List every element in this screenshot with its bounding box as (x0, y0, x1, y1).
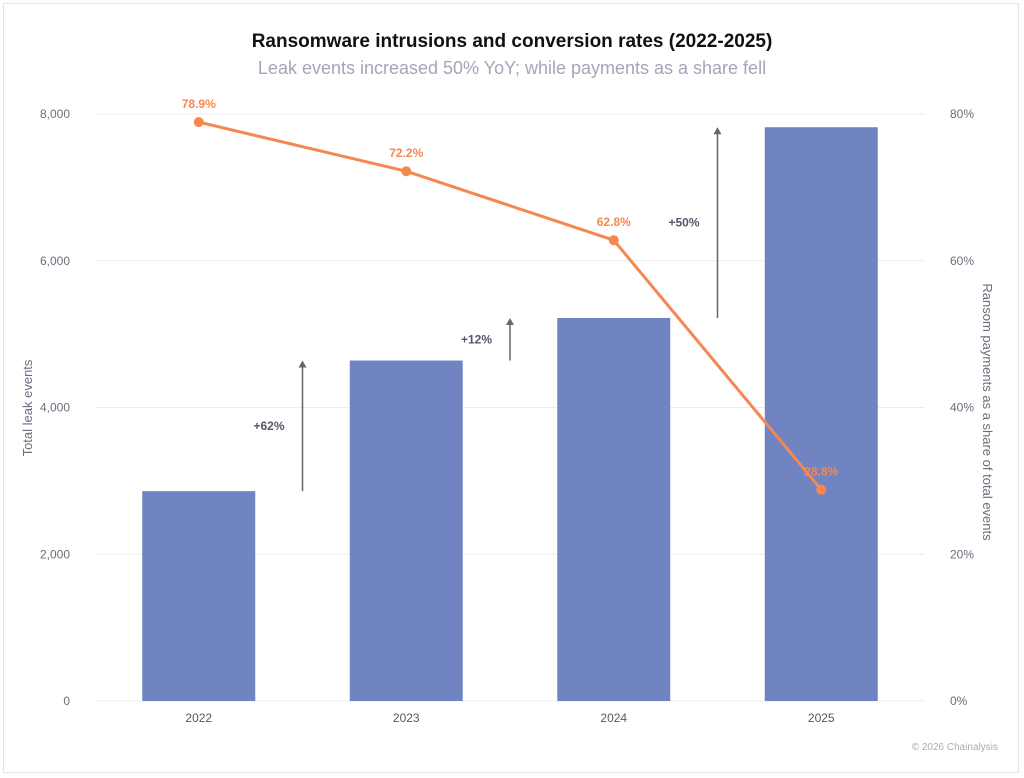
bar-2024 (557, 317, 671, 701)
right-tick-label: 60% (950, 254, 974, 268)
right-tick-label: 40% (950, 401, 974, 415)
line-data-label: 72.2% (389, 146, 423, 160)
growth-label: +50% (668, 216, 699, 230)
left-axis-label: Total leak events (20, 359, 35, 456)
line-point-2024 (608, 235, 619, 246)
line-data-label: 78.9% (182, 97, 216, 111)
x-tick-label: 2023 (393, 711, 420, 725)
line-data-label: 28.8% (804, 465, 838, 479)
left-tick-label: 6,000 (40, 254, 70, 268)
chart-subtitle: Leak events increased 50% YoY; while pay… (257, 58, 767, 78)
growth-arrow-head (506, 317, 514, 325)
right-axis-label: Ransom payments as a share of total even… (980, 283, 995, 541)
right-tick-label: 0% (950, 694, 968, 708)
left-tick-label: 0 (63, 694, 70, 708)
x-tick-label: 2024 (600, 711, 627, 725)
x-tick-label: 2025 (808, 711, 835, 725)
left-tick-label: 8,000 (40, 107, 70, 121)
x-tick-label: 2022 (185, 711, 212, 725)
growth-arrow-head (713, 127, 722, 135)
bar-2025 (764, 127, 878, 701)
bar-2022 (142, 491, 256, 701)
line-point-2025 (816, 484, 827, 495)
line-data-label: 62.8% (597, 215, 631, 229)
chart-title: Ransomware intrusions and conversion rat… (251, 31, 773, 52)
growth-label: +12% (461, 332, 492, 346)
line-point-2022 (193, 117, 204, 128)
growth-label: +62% (253, 419, 284, 433)
growth-arrow-head (298, 360, 307, 368)
line-point-2023 (401, 166, 412, 177)
payment-share-line (198, 120, 823, 491)
copyright-credit: © 2026 Chainalysis (911, 742, 998, 753)
chart-frame (3, 3, 1019, 773)
right-tick-label: 80% (950, 107, 974, 121)
left-tick-label: 4,000 (40, 401, 70, 415)
bar-2023 (349, 360, 463, 701)
left-tick-label: 2,000 (40, 547, 70, 561)
right-tick-label: 20% (950, 547, 974, 561)
